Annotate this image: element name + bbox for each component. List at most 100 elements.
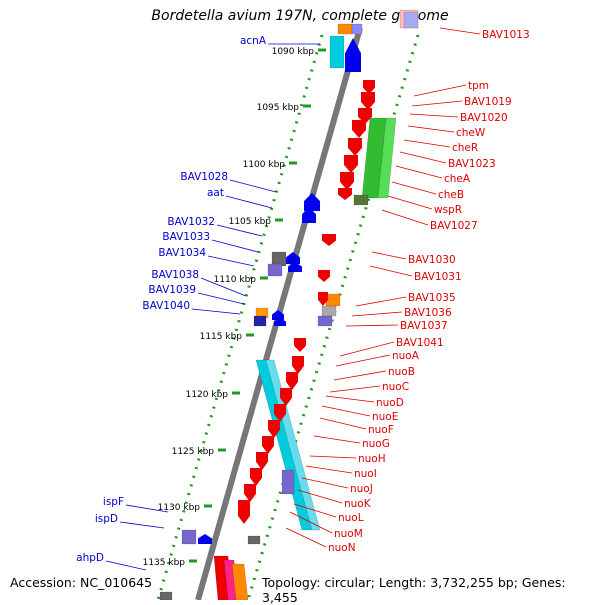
green-block (377, 117, 397, 199)
ruler-label: 1120 kbp (186, 390, 229, 400)
gene-label: wspR (434, 204, 462, 216)
gene-label: nuoG (362, 438, 390, 450)
gene-label: nuoB (388, 366, 415, 378)
gene-label: ahpD (76, 552, 104, 564)
leader-line (407, 125, 455, 133)
leader-line (387, 195, 433, 210)
reverse-gene-arrow (238, 506, 250, 524)
gene-label: BAV1028 (180, 171, 228, 183)
leader-line (335, 354, 391, 367)
leader-line (191, 308, 241, 315)
leader-line (297, 489, 343, 504)
gene-label: BAV1027 (430, 220, 478, 232)
forward-gene-arrow (288, 262, 302, 272)
left-gene-labels: acnA BAV1028 aat BAV1032 BAV1033 BAV1034 BAV10… (76, 35, 267, 564)
gene-label: nuoE (372, 411, 398, 423)
leader-line (319, 417, 367, 430)
gene-block (325, 293, 341, 307)
gene-block (337, 23, 353, 35)
gene-block (159, 591, 173, 600)
reverse-gene-arrow (292, 356, 304, 374)
reverse-gene-arrow (250, 468, 262, 486)
reverse-gene-arrow (256, 452, 268, 470)
leader-line (371, 251, 407, 260)
gene-label: BAV1032 (167, 216, 215, 228)
leader-line (395, 165, 443, 179)
reverse-gene-arrow (274, 404, 286, 422)
gene-label: BAV1036 (404, 307, 452, 319)
leader-line (345, 324, 399, 327)
leader-line (125, 504, 169, 513)
ruler-label: 1125 kbp (172, 447, 215, 457)
leader-line (289, 511, 333, 534)
gene-label: ispD (95, 513, 118, 525)
leader-line (225, 195, 273, 209)
reverse-gene-arrow (338, 188, 352, 200)
leader-line (305, 465, 353, 474)
leader-line (333, 370, 387, 381)
gene-label: BAV1030 (408, 254, 456, 266)
gene-block (181, 529, 197, 545)
gene-label: nuoN (328, 542, 356, 554)
leader-line (339, 341, 395, 357)
reverse-gene-arrow (318, 270, 330, 282)
rna-block (265, 359, 321, 531)
reverse-gene-arrow (318, 292, 328, 306)
leader-line (391, 181, 437, 195)
gene-label: BAV1019 (464, 96, 512, 108)
gene-label: acnA (240, 35, 267, 47)
reverse-gene-arrow (322, 234, 336, 246)
gene-label: nuoH (358, 453, 386, 465)
gene-label: BAV1013 (482, 29, 530, 41)
gene-label: cheA (444, 173, 471, 185)
gene-label: nuoL (338, 512, 364, 524)
ruler-label: 1100 kbp (243, 160, 286, 170)
leader-line (381, 209, 429, 226)
reverse-gene-arrow (361, 92, 375, 110)
gene-label: BAV1039 (148, 284, 196, 296)
gene-label: BAV1040 (142, 300, 190, 312)
gene-label: BAV1033 (162, 231, 210, 243)
gene-label: cheB (438, 189, 464, 201)
gene-label: BAV1038 (151, 269, 199, 281)
leader-line (293, 503, 337, 518)
leader-line (301, 477, 349, 489)
gene-label: cheW (456, 127, 486, 139)
forward-gene-arrow (345, 38, 361, 72)
gene-label: nuoJ (350, 483, 373, 495)
reverse-gene-arrow (340, 172, 354, 190)
gene-block (267, 263, 283, 277)
forward-gene-arrow (198, 534, 212, 544)
forward-gene-arrow (302, 207, 316, 223)
forward-gene-arrow (274, 318, 286, 326)
reverse-gene-arrow (280, 388, 292, 406)
forward-gene-arrow (304, 193, 320, 211)
gene-label: nuoF (368, 424, 394, 436)
leader-line (197, 292, 245, 305)
topology-text: Topology: circular; Length: 3,732,255 bp… (262, 575, 566, 605)
gene-block (351, 23, 363, 35)
gene-block (317, 315, 333, 327)
leader-line (325, 395, 375, 403)
gene-label: cheR (452, 142, 478, 154)
leader-line (413, 84, 467, 97)
leader-line (411, 100, 463, 107)
label-leader-lines (105, 27, 481, 571)
gene-block (253, 315, 267, 327)
ruler-label: 1130 kbp (158, 503, 201, 513)
leader-line (200, 277, 247, 297)
leader-line (207, 255, 255, 267)
gene-block (281, 469, 295, 495)
ruler-label: 1095 kbp (257, 103, 300, 113)
leader-line (329, 385, 381, 393)
gene-label: nuoI (354, 468, 377, 480)
gene-label: nuoK (344, 498, 372, 510)
gene-label: nuoM (334, 528, 363, 540)
gene-block (321, 305, 337, 317)
leader-line (229, 179, 277, 193)
reverse-gene-arrow (244, 484, 256, 502)
gene-label: nuoC (382, 381, 409, 393)
leader-line (439, 27, 481, 35)
ruler-label: 1090 kbp (272, 47, 315, 57)
